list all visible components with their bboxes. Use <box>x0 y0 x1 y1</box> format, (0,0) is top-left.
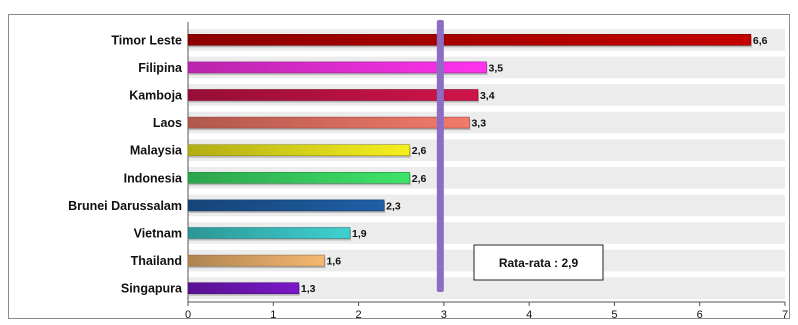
bar-laos <box>187 116 470 129</box>
category-label: Malaysia <box>130 144 183 158</box>
data-label: 1,9 <box>352 228 367 240</box>
data-label: 3,5 <box>489 62 504 74</box>
data-label: 1,3 <box>301 283 316 295</box>
bar-malaysia <box>187 144 411 156</box>
x-tick-label: 1 <box>270 309 276 321</box>
bar-timor-leste <box>187 33 752 46</box>
bars <box>187 33 752 296</box>
category-label: Laos <box>153 116 182 130</box>
bar-indonesia <box>187 172 411 184</box>
data-label: 1,6 <box>326 256 341 268</box>
category-label: Singapura <box>121 282 183 296</box>
bar-filipina <box>187 61 487 74</box>
grid-band <box>188 277 785 299</box>
category-label: Kamboja <box>129 89 183 103</box>
data-label: 2,3 <box>386 200 401 212</box>
bar-singapura <box>187 282 300 295</box>
data-label: 2,6 <box>412 173 427 185</box>
x-tick-label: 3 <box>441 309 447 321</box>
x-tick-label: 5 <box>611 309 617 321</box>
x-tick-label: 4 <box>526 309 532 321</box>
x-tick-label: 2 <box>356 309 362 321</box>
data-label: 6,6 <box>753 35 768 47</box>
category-label: Thailand <box>131 254 182 268</box>
data-label: 3,4 <box>480 90 495 102</box>
average-annotation-text: Rata-rata : 2,9 <box>499 256 579 270</box>
data-label: 3,3 <box>471 118 486 130</box>
category-label: Filipina <box>138 61 183 75</box>
category-label: Brunei Darussalam <box>68 199 182 213</box>
data-label: 2,6 <box>412 145 427 157</box>
average-line-group: Rata-rata : 2,9 <box>436 20 604 292</box>
x-tick-label: 6 <box>697 309 703 321</box>
category-label: Indonesia <box>124 171 183 185</box>
bar-brunei-darussalam <box>187 199 385 212</box>
x-tick-label: 0 <box>185 309 191 321</box>
category-label: Timor Leste <box>111 33 182 47</box>
x-tick-label: 7 <box>782 309 788 321</box>
average-line <box>436 20 444 292</box>
bar-kamboja <box>187 89 479 101</box>
bar-thailand <box>187 254 325 267</box>
average-annotation-box <box>473 244 604 281</box>
labels: Timor Leste 6,6 Filipina 3,5 Kamboja 3,4 Laos 3… <box>68 33 768 295</box>
bar-vietnam <box>187 227 351 239</box>
category-label: Vietnam <box>134 227 182 241</box>
